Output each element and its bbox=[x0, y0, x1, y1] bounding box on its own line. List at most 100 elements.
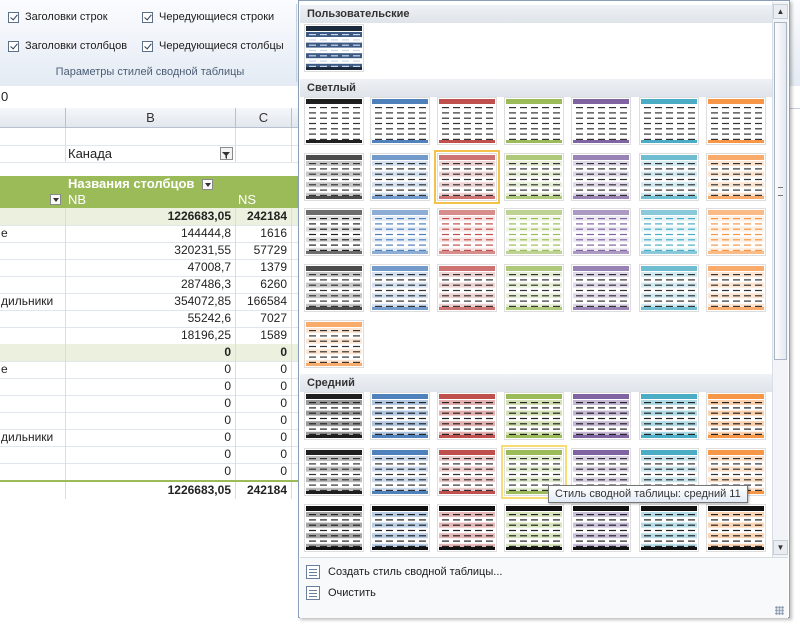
medium-style-6[interactable] bbox=[639, 392, 699, 440]
light-style-28[interactable] bbox=[706, 264, 766, 312]
medium-style-8[interactable] bbox=[304, 448, 364, 496]
scroll-up-button[interactable]: ▲ bbox=[773, 4, 788, 19]
light-style-22[interactable] bbox=[304, 264, 364, 312]
medium-style-5[interactable] bbox=[571, 392, 631, 440]
pivot-cell-ns[interactable]: 0 bbox=[236, 344, 292, 361]
medium-style-21[interactable] bbox=[706, 504, 766, 552]
pivot-cell-label[interactable] bbox=[0, 344, 66, 361]
pivot-cell-ns[interactable]: 1616 bbox=[236, 225, 292, 242]
pivot-cell-label[interactable]: дильники bbox=[0, 293, 66, 310]
light-style-20[interactable] bbox=[639, 208, 699, 256]
pivot-cell-label[interactable] bbox=[0, 482, 66, 499]
light-style-19[interactable] bbox=[571, 208, 631, 256]
clear-style-item[interactable]: Очистить bbox=[306, 583, 376, 603]
pivot-cell-label[interactable] bbox=[0, 446, 66, 463]
light-style-24[interactable] bbox=[437, 264, 497, 312]
light-style-1[interactable] bbox=[304, 97, 364, 145]
pivot-cell-label[interactable]: е bbox=[0, 361, 66, 378]
row-labels-dropdown-icon[interactable] bbox=[50, 194, 61, 205]
medium-style-1[interactable] bbox=[304, 392, 364, 440]
column-labels-dropdown-icon[interactable] bbox=[202, 179, 214, 191]
column-header-b[interactable]: B bbox=[66, 108, 236, 128]
pivot-cell-nb[interactable]: 0 bbox=[66, 361, 236, 378]
pivot-cell-ns[interactable]: 1379 bbox=[236, 259, 292, 276]
pivot-cell-nb[interactable]: 320231,55 bbox=[66, 242, 236, 259]
filter-funnel-icon[interactable] bbox=[220, 147, 233, 160]
light-style-7[interactable] bbox=[706, 97, 766, 145]
light-style-10[interactable] bbox=[434, 150, 500, 204]
pivot-cell-ns[interactable]: 166584 bbox=[236, 293, 292, 310]
light-style-27[interactable] bbox=[639, 264, 699, 312]
pivot-cell-nb[interactable]: 47008,7 bbox=[66, 259, 236, 276]
banded-rows-checkbox[interactable] bbox=[142, 11, 153, 23]
light-style-12[interactable] bbox=[571, 153, 631, 201]
pivot-cell-ns[interactable]: 0 bbox=[236, 378, 292, 395]
light-style-5[interactable] bbox=[571, 97, 631, 145]
pivot-cell-ns[interactable]: 57729 bbox=[236, 242, 292, 259]
pivot-cell-label[interactable] bbox=[0, 208, 66, 225]
medium-style-7[interactable] bbox=[706, 392, 766, 440]
light-style-23[interactable] bbox=[370, 264, 430, 312]
create-style-item[interactable]: Создать стиль сводной таблицы... bbox=[306, 562, 502, 582]
medium-style-9[interactable] bbox=[370, 448, 430, 496]
light-style-14[interactable] bbox=[706, 153, 766, 201]
pivot-cell-label[interactable] bbox=[0, 259, 66, 276]
pivot-cell-nb[interactable]: 0 bbox=[66, 446, 236, 463]
banded-rows-option[interactable]: Чередующиеся строки bbox=[142, 11, 274, 23]
column-labels-header[interactable]: Названия столбцов bbox=[68, 176, 214, 192]
pivot-cell-nb[interactable]: 0 bbox=[66, 395, 236, 412]
pivot-cell-nb[interactable]: 18196,25 bbox=[66, 327, 236, 344]
pivot-cell-nb[interactable]: 0 bbox=[66, 412, 236, 429]
medium-style-17[interactable] bbox=[437, 504, 497, 552]
pivot-cell-label[interactable]: е bbox=[0, 225, 66, 242]
light-style-16[interactable] bbox=[370, 208, 430, 256]
column-headers-checkbox[interactable] bbox=[8, 40, 19, 52]
pivot-cell-ns[interactable]: 0 bbox=[236, 361, 292, 378]
medium-style-11[interactable] bbox=[501, 445, 567, 499]
pivot-cell-ns[interactable]: 1589 bbox=[236, 327, 292, 344]
pivot-cell-ns[interactable]: 242184 bbox=[236, 482, 292, 499]
light-style-18[interactable] bbox=[504, 208, 564, 256]
pivot-cell-ns[interactable]: 0 bbox=[236, 463, 292, 480]
column-header-a[interactable] bbox=[0, 108, 66, 128]
pivot-cell-label[interactable] bbox=[0, 395, 66, 412]
light-style-26[interactable] bbox=[571, 264, 631, 312]
pivot-cell-ns[interactable]: 7027 bbox=[236, 310, 292, 327]
light-style-17[interactable] bbox=[437, 208, 497, 256]
pivot-cell-label[interactable] bbox=[0, 327, 66, 344]
light-style-4[interactable] bbox=[504, 97, 564, 145]
scroll-thumb[interactable] bbox=[774, 22, 787, 360]
light-style-25[interactable] bbox=[504, 264, 564, 312]
pivot-cell-nb[interactable]: 0 bbox=[66, 378, 236, 395]
column-headers-option[interactable]: Заголовки столбцов bbox=[8, 40, 127, 52]
pivot-cell-ns[interactable]: 0 bbox=[236, 412, 292, 429]
resize-grip-icon[interactable] bbox=[775, 606, 784, 615]
column-header-c[interactable]: C bbox=[236, 108, 292, 128]
light-style-15[interactable] bbox=[304, 208, 364, 256]
pivot-cell-ns[interactable]: 0 bbox=[236, 395, 292, 412]
medium-style-18[interactable] bbox=[504, 504, 564, 552]
pivot-filter-value[interactable]: Канада bbox=[66, 145, 236, 162]
pivot-cell-nb[interactable]: 144444,8 bbox=[66, 225, 236, 242]
medium-style-16[interactable] bbox=[370, 504, 430, 552]
pivot-cell-label[interactable] bbox=[0, 378, 66, 395]
pivot-cell-nb[interactable]: 1226683,05 bbox=[66, 482, 236, 499]
medium-style-4[interactable] bbox=[504, 392, 564, 440]
pivot-cell-ns[interactable]: 0 bbox=[236, 446, 292, 463]
pivot-cell-label[interactable] bbox=[0, 242, 66, 259]
light-style-13[interactable] bbox=[639, 153, 699, 201]
pivot-cell-ns[interactable]: 6260 bbox=[236, 276, 292, 293]
pivot-cell-nb[interactable]: 0 bbox=[66, 429, 236, 446]
medium-style-2[interactable] bbox=[370, 392, 430, 440]
custom-style-1[interactable] bbox=[304, 24, 364, 72]
medium-style-10[interactable] bbox=[437, 448, 497, 496]
light-style-9[interactable] bbox=[370, 153, 430, 201]
pivot-cell-label[interactable]: дильники bbox=[0, 429, 66, 446]
row-headers-option[interactable]: Заголовки строк bbox=[8, 11, 108, 23]
row-headers-checkbox[interactable] bbox=[8, 11, 19, 23]
pivot-cell-nb[interactable]: 354072,85 bbox=[66, 293, 236, 310]
pivot-cell-label[interactable] bbox=[0, 412, 66, 429]
pivot-cell-ns[interactable]: 0 bbox=[236, 429, 292, 446]
pivot-cell-nb[interactable]: 1226683,05 bbox=[66, 208, 236, 225]
light-style-11[interactable] bbox=[504, 153, 564, 201]
